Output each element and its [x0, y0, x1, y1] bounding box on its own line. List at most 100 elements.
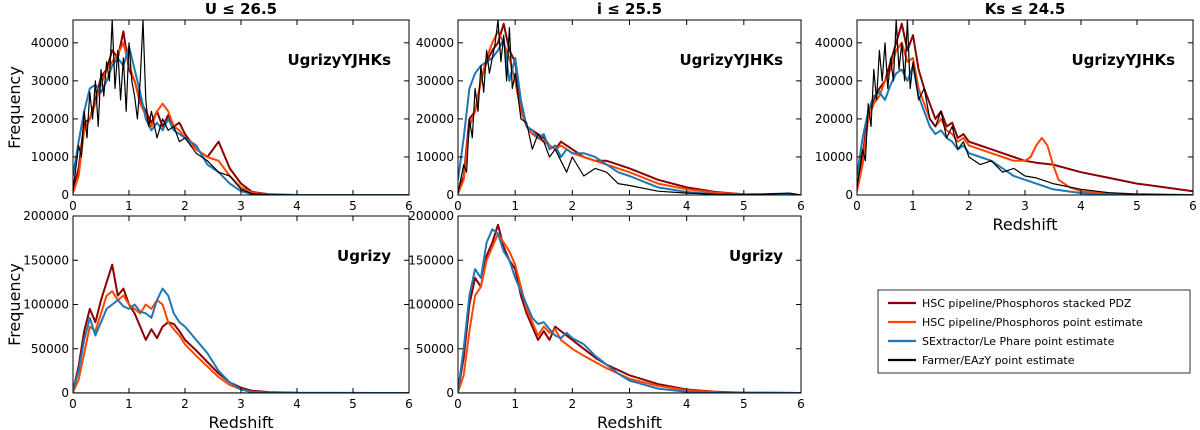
legend-item: HSC pipeline/Phosphoros point estimate	[888, 316, 1143, 329]
panel-1: 0 1 2 3 4 5 6 0 10000 20000 30000 40000 i ≤ 25.5 Ugri…	[416, 0, 805, 213]
y-tick-label: 30000	[815, 74, 853, 88]
x-tick-label: 2	[181, 397, 189, 411]
panel-title: i ≤ 25.5	[597, 0, 662, 18]
x-axis-label: Redshift	[993, 215, 1058, 234]
series-line-1	[73, 290, 409, 393]
x-tick-label: 2	[569, 397, 577, 411]
y-tick-label: 40000	[31, 36, 69, 50]
x-tick-label: 4	[683, 397, 691, 411]
legend-item: HSC pipeline/Phosphoros stacked PDZ	[888, 297, 1132, 310]
x-tick-label: 1	[511, 199, 519, 213]
x-tick-label: 3	[237, 199, 245, 213]
x-tick-label: 0	[853, 199, 861, 213]
x-tick-label: 0	[69, 199, 77, 213]
series-line-0	[458, 22, 801, 195]
series-line-2	[458, 38, 801, 195]
x-tick-label: 2	[181, 199, 189, 213]
y-tick-label: 200000	[23, 209, 69, 223]
series-line-0	[73, 263, 409, 393]
series-line-3	[73, 20, 409, 195]
plot-frame	[457, 215, 802, 394]
legend: HSC pipeline/Phosphoros stacked PDZ HSC …	[877, 289, 1191, 374]
series-group	[73, 20, 409, 195]
x-tick-label: 1	[125, 199, 133, 213]
panel-title: Ks ≤ 24.5	[985, 0, 1066, 18]
series-group	[458, 20, 801, 195]
x-tick-label: 2	[569, 199, 577, 213]
series-line-0	[458, 223, 801, 393]
x-axis-label: Redshift	[209, 413, 274, 430]
series-line-1	[857, 41, 1193, 195]
legend-label-3: Farmer/EAzY point estimate	[922, 354, 1075, 367]
x-tick-label: 5	[349, 199, 357, 213]
y-axis-label: Frequency	[5, 66, 24, 149]
x-tick-label: 0	[454, 397, 462, 411]
panel-4: 0 1 2 3 4 5 6 0 50000 100000 150000 200000 Ugrizy Red…	[408, 209, 805, 430]
y-tick-label: 200000	[408, 209, 454, 223]
x-tick-label: 5	[1133, 199, 1141, 213]
series-line-2	[73, 287, 409, 393]
y-axis-label: Frequency	[5, 263, 24, 346]
y-tick-label: 50000	[416, 342, 454, 356]
x-tick-label: 6	[1189, 199, 1197, 213]
x-tick-label: 4	[683, 199, 691, 213]
y-tick-label: 20000	[815, 112, 853, 126]
series-group	[458, 223, 801, 393]
y-tick-label: 0	[446, 386, 454, 400]
series-line-3	[458, 20, 801, 195]
y-tick-label: 30000	[416, 74, 454, 88]
x-tick-label: 6	[405, 397, 413, 411]
legend-label-1: HSC pipeline/Phosphoros point estimate	[922, 316, 1143, 329]
x-tick-label: 2	[965, 199, 973, 213]
y-tick-label: 150000	[408, 253, 454, 267]
series-line-2	[458, 228, 801, 393]
y-tick-label: 150000	[23, 253, 69, 267]
series-group	[73, 263, 409, 393]
plot-frame	[72, 215, 410, 394]
panel-annotation: UgrizyYJHKs	[1071, 51, 1175, 69]
x-tick-label: 6	[797, 397, 805, 411]
x-tick-label: 5	[740, 199, 748, 213]
y-tick-label: 0	[446, 188, 454, 202]
y-tick-label: 50000	[31, 342, 69, 356]
x-axis-label: Redshift	[597, 413, 662, 430]
x-tick-label: 5	[349, 397, 357, 411]
y-tick-label: 100000	[23, 298, 69, 312]
x-tick-label: 4	[293, 397, 301, 411]
x-tick-label: 1	[511, 397, 519, 411]
series-line-3	[857, 20, 1193, 195]
x-tick-label: 6	[797, 199, 805, 213]
panel-2: 0 1 2 3 4 5 6 0 10000 20000 30000 40000 Ks ≤ 24.5 Ugr…	[815, 0, 1197, 234]
x-tick-label: 1	[125, 397, 133, 411]
y-tick-label: 40000	[416, 36, 454, 50]
y-tick-label: 0	[845, 188, 853, 202]
x-tick-label: 0	[69, 397, 77, 411]
y-tick-label: 10000	[815, 150, 853, 164]
panel-annotation: UgrizyYJHKs	[679, 51, 783, 69]
x-tick-label: 5	[740, 397, 748, 411]
legend-frame	[877, 289, 1191, 374]
x-tick-label: 1	[909, 199, 917, 213]
y-tick-label: 20000	[31, 112, 69, 126]
series-line-0	[857, 22, 1193, 193]
y-tick-label: 10000	[416, 150, 454, 164]
x-tick-label: 4	[1077, 199, 1085, 213]
panel-annotation: UgrizyYJHKs	[287, 51, 391, 69]
y-tick-label: 0	[61, 386, 69, 400]
y-tick-label: 0	[61, 188, 69, 202]
x-tick-label: 3	[626, 397, 634, 411]
y-tick-label: 10000	[31, 150, 69, 164]
series-group	[857, 20, 1193, 195]
panel-annotation: Ugrizy	[337, 247, 391, 265]
legend-item: SExtractor/Le Phare point estimate	[888, 335, 1115, 348]
y-tick-label: 20000	[416, 112, 454, 126]
x-tick-label: 3	[1021, 199, 1029, 213]
x-tick-label: 4	[293, 199, 301, 213]
legend-label-2: SExtractor/Le Phare point estimate	[922, 335, 1115, 348]
y-tick-label: 40000	[815, 36, 853, 50]
panel-3: 0 1 2 3 4 5 6 0 50000 100000 150000 200000 Ugrizy Red…	[5, 209, 413, 430]
y-tick-label: 100000	[408, 298, 454, 312]
x-tick-label: 6	[405, 199, 413, 213]
series-line-2	[857, 64, 1193, 195]
